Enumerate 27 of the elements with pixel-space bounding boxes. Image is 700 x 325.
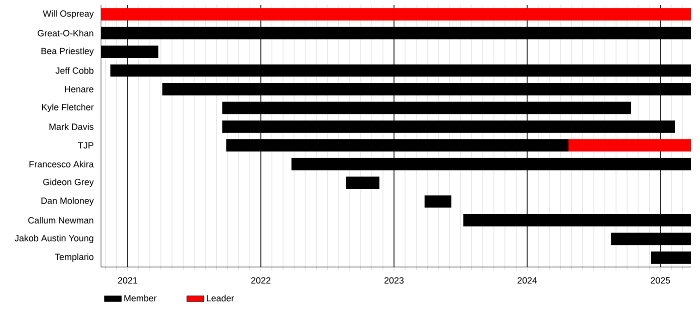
y-tick-label: Will Ospreay xyxy=(42,10,94,19)
bar xyxy=(346,176,380,189)
y-tick-label: Dan Moloney xyxy=(42,197,94,206)
legend-label: Member xyxy=(124,294,157,302)
x-tick-label: 2025 xyxy=(650,277,670,284)
y-tick-label: Jakob Austin Young xyxy=(14,234,94,244)
y-tick-label: Kyle Fletcher xyxy=(42,104,94,112)
y-tick-label: Templario xyxy=(54,253,94,262)
bar xyxy=(101,8,692,21)
x-tick-label: 2021 xyxy=(118,277,138,284)
bar xyxy=(424,195,452,208)
y-tick-label: Jeff Cobb xyxy=(56,67,94,74)
bar xyxy=(222,102,632,114)
legend-label: Leader xyxy=(206,294,234,302)
y-tick-label: Mark Davis xyxy=(50,123,94,130)
y-tick-label: Callum Newman xyxy=(28,216,94,224)
y-tick-label: Francesco Akira xyxy=(30,160,94,168)
y-tick-label: Great-O-Khan xyxy=(38,30,94,36)
bar xyxy=(568,139,692,152)
y-tick-label: TJP xyxy=(78,142,94,149)
y-tick-label: Gideon Grey xyxy=(43,178,94,187)
x-tick-label: 2022 xyxy=(251,277,270,284)
x-tick-label: 2024 xyxy=(518,277,537,284)
bar xyxy=(226,139,568,152)
y-tick-label: Bea Priestley xyxy=(42,48,94,56)
x-tick-label: 2023 xyxy=(384,277,404,284)
y-tick-label: Henare xyxy=(65,86,94,92)
